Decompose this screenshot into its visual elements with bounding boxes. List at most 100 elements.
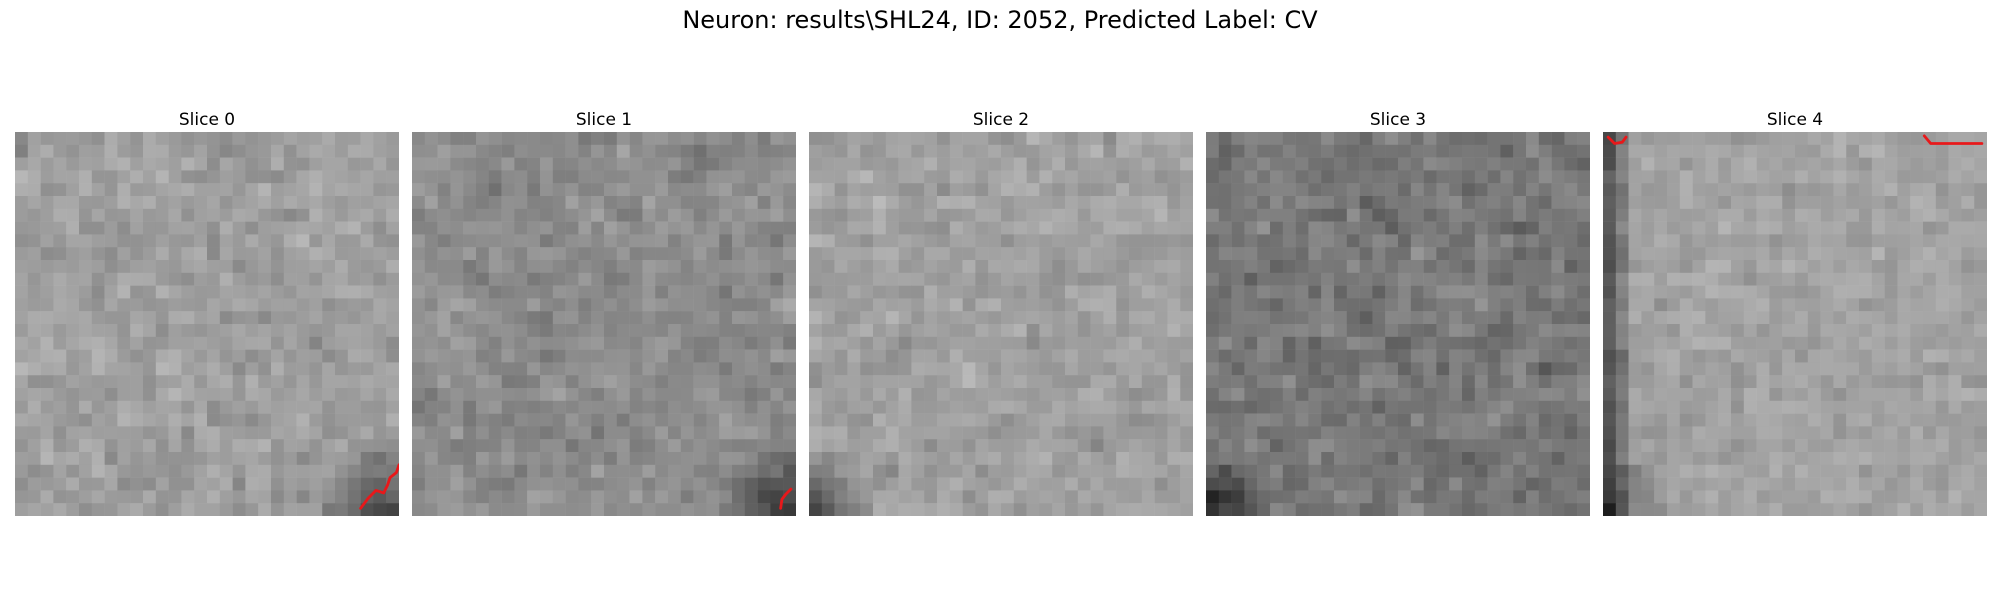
slice-pixel (1436, 196, 1450, 210)
slice-pixel (1154, 285, 1168, 299)
slice-pixel (680, 439, 694, 453)
slice-pixel (1948, 208, 1962, 222)
slice-pixel (207, 298, 221, 312)
slice-pixel (975, 503, 989, 516)
slice-pixel (168, 439, 182, 453)
slice-pixel (1346, 170, 1360, 184)
slice-pixel (1679, 464, 1693, 478)
slice-pixel (1910, 260, 1924, 274)
slice-pixel (1270, 144, 1284, 158)
slice-pixel (1090, 413, 1104, 427)
slice-pixel (911, 490, 925, 504)
slice-pixel (1065, 272, 1079, 286)
slice-pixel (219, 362, 233, 376)
slice-pixel (1385, 247, 1399, 261)
slice-pixel (1282, 157, 1296, 171)
slice-pixel (1462, 221, 1476, 235)
slice-pixel (770, 362, 784, 376)
slice-pixel (655, 247, 669, 261)
slice-pixel (1103, 388, 1117, 402)
slice-pixel (27, 477, 41, 491)
slice-pixel (744, 439, 758, 453)
slice-pixel (1090, 503, 1104, 516)
slice-pixel (655, 311, 669, 325)
slice-pixel (783, 503, 796, 516)
slice-pixel (949, 413, 963, 427)
slice-pixel (501, 132, 515, 146)
slice-pixel (143, 503, 157, 516)
slice-pixel (1359, 311, 1373, 325)
slice-pixel (1705, 183, 1719, 197)
slice-pixel (1474, 272, 1488, 286)
slice-pixel (1129, 272, 1143, 286)
slice-pixel (271, 400, 285, 414)
slice-pixel (924, 170, 938, 184)
slice-pixel (15, 285, 29, 299)
slice-pixel (680, 234, 694, 248)
slice-pixel (1935, 208, 1949, 222)
slice-pixel (1103, 311, 1117, 325)
slice-pixel (1001, 490, 1015, 504)
slice-pixel (975, 234, 989, 248)
slice-pixel (143, 388, 157, 402)
slice-pixel (1807, 464, 1821, 478)
slice-pixel (642, 324, 656, 338)
slice-pixel (604, 311, 618, 325)
slice-pixel (1948, 336, 1962, 350)
slice-pixel (181, 221, 195, 235)
slice-pixel (1513, 132, 1527, 146)
slice-pixel (1231, 221, 1245, 235)
slice-pixel (565, 311, 579, 325)
slice-pixel (1167, 452, 1181, 466)
slice-pixel (1180, 388, 1193, 402)
slice-pixel (732, 272, 746, 286)
slice-pixel (1513, 503, 1527, 516)
slice-pixel (1718, 464, 1732, 478)
slice-pixel (168, 234, 182, 248)
slice-pixel (540, 388, 554, 402)
slice-pixel (412, 208, 426, 222)
slice-pixel (1756, 183, 1770, 197)
slice-pixel (1782, 208, 1796, 222)
slice-pixel (668, 260, 682, 274)
slice-pixel (66, 170, 80, 184)
slice-pixel (207, 272, 221, 286)
slice-pixel (1667, 298, 1681, 312)
slice-pixel (1833, 426, 1847, 440)
slice-pixel (219, 388, 233, 402)
slice-pixel (501, 452, 515, 466)
slice-pixel (719, 208, 733, 222)
slice-pixel (1538, 439, 1552, 453)
slice-pixel (1013, 183, 1027, 197)
slice-pixel (1116, 336, 1130, 350)
slice-pixel (476, 157, 490, 171)
slice-pixel (1833, 477, 1847, 491)
slice-pixel (1526, 234, 1540, 248)
slice-pixel (1077, 311, 1091, 325)
slice-pixel (616, 221, 630, 235)
slice-pixel (962, 170, 976, 184)
slice-pixel (347, 247, 361, 261)
slice-pixel (552, 490, 566, 504)
slice-pixel (181, 400, 195, 414)
slice-pixel (1564, 260, 1578, 274)
slice-pixel (296, 234, 310, 248)
slice-pixel (40, 336, 54, 350)
slice-pixel (1462, 208, 1476, 222)
slice-pixel (642, 439, 656, 453)
slice-pixel (1615, 298, 1629, 312)
slice-pixel (386, 503, 399, 516)
slice-pixel (271, 260, 285, 274)
slice-pixel (834, 452, 848, 466)
slice-pixel (488, 132, 502, 146)
slice-pixel (1628, 400, 1642, 414)
slice-pixel (1667, 234, 1681, 248)
slice-pixel (1180, 324, 1193, 338)
slice-pixel (1795, 311, 1809, 325)
slice-pixel (949, 362, 963, 376)
slice-pixel (975, 349, 989, 363)
slice-pixel (1884, 336, 1898, 350)
slice-pixel (1820, 464, 1834, 478)
slice-pixel (1718, 349, 1732, 363)
slice-pixel (386, 413, 399, 427)
